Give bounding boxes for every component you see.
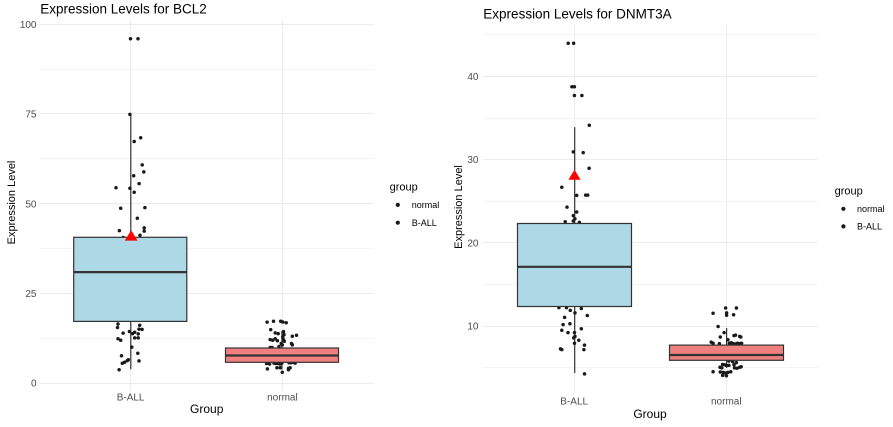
svg-text:20: 20 xyxy=(467,238,479,249)
svg-text:40: 40 xyxy=(467,72,479,83)
svg-text:30: 30 xyxy=(467,155,479,166)
svg-text:Expression Levels for DNMT3A: Expression Levels for DNMT3A xyxy=(483,6,671,21)
svg-text:50: 50 xyxy=(25,199,37,210)
svg-text:Expression Level: Expression Level xyxy=(6,161,18,245)
svg-text:normal: normal xyxy=(711,397,742,408)
svg-text:group: group xyxy=(390,182,418,194)
svg-text:25: 25 xyxy=(25,289,37,300)
svg-text:normal: normal xyxy=(412,200,440,210)
svg-text:Group: Group xyxy=(633,407,667,421)
svg-text:10: 10 xyxy=(467,322,479,333)
svg-text:Expression Level: Expression Level xyxy=(453,165,465,249)
svg-text:group: group xyxy=(835,186,863,198)
svg-text:normal: normal xyxy=(857,204,885,214)
svg-text:75: 75 xyxy=(25,110,37,121)
svg-text:normal: normal xyxy=(267,393,298,404)
svg-text:B-ALL: B-ALL xyxy=(560,397,588,408)
svg-text:Group: Group xyxy=(190,402,224,416)
svg-text:B-ALL: B-ALL xyxy=(857,222,882,232)
svg-text:B-ALL: B-ALL xyxy=(117,393,145,404)
svg-text:Expression Levels for BCL2: Expression Levels for BCL2 xyxy=(40,1,207,16)
svg-text:100: 100 xyxy=(20,20,37,31)
svg-text:0: 0 xyxy=(31,379,37,390)
svg-text:B-ALL: B-ALL xyxy=(412,218,437,228)
